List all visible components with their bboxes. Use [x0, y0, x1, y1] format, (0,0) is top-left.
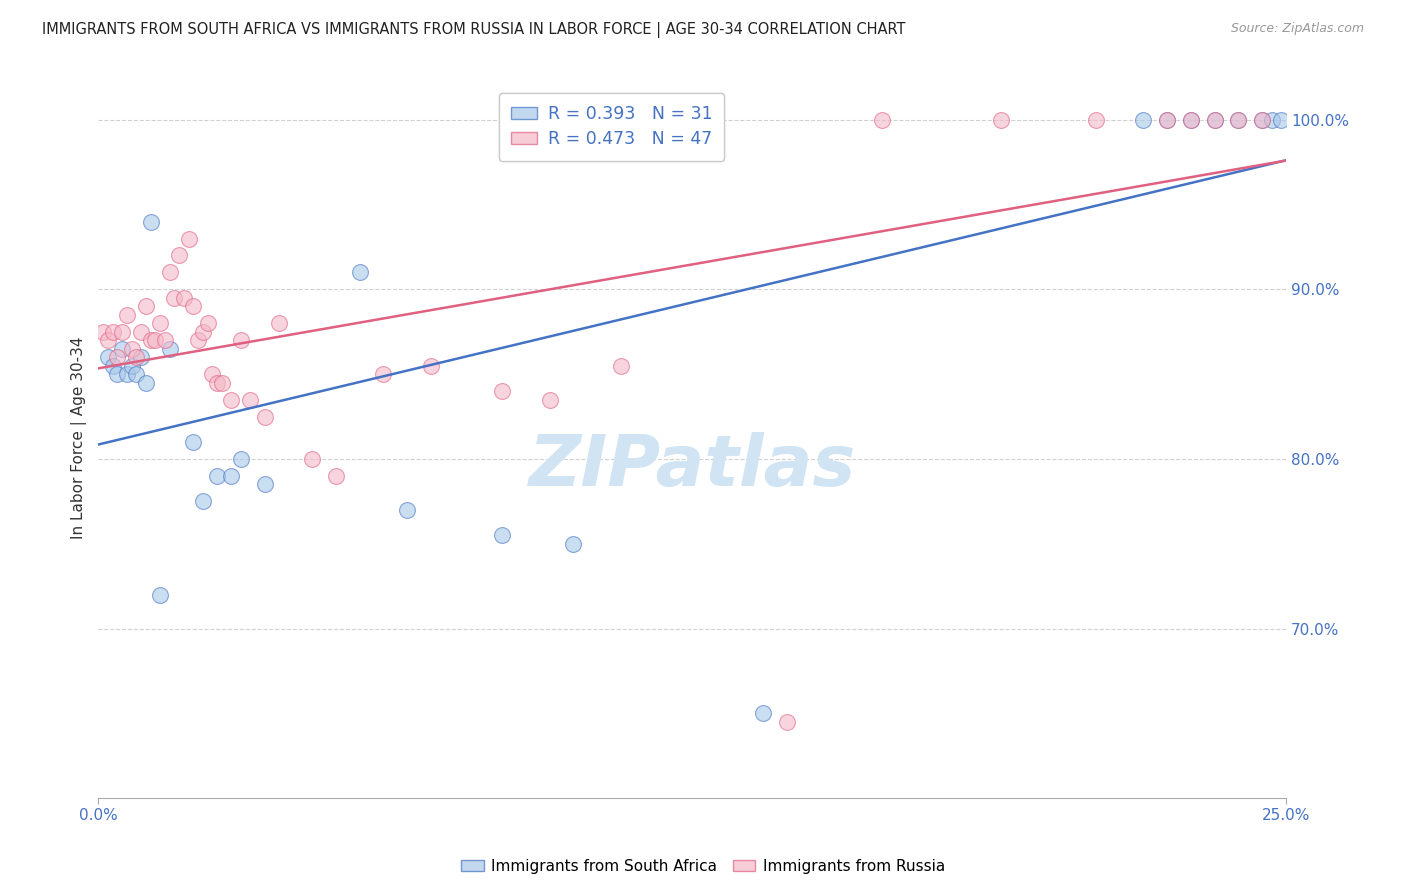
- Point: [183, 435, 205, 450]
- Point: [253, 409, 276, 424]
- Point: [183, 299, 205, 313]
- Point: [111, 325, 134, 339]
- Point: [1204, 112, 1226, 127]
- Point: [1132, 112, 1154, 127]
- Point: [111, 342, 134, 356]
- Text: ZIPatlas: ZIPatlas: [529, 432, 856, 501]
- Legend: R = 0.393   N = 31, R = 0.473   N = 47: R = 0.393 N = 31, R = 0.473 N = 47: [499, 94, 724, 161]
- Point: [135, 376, 157, 390]
- Point: [191, 325, 214, 339]
- Point: [129, 325, 152, 339]
- Point: [153, 333, 176, 347]
- Point: [149, 588, 172, 602]
- Point: [97, 333, 120, 347]
- Point: [115, 367, 138, 381]
- Point: [163, 291, 186, 305]
- Point: [1270, 112, 1292, 127]
- Point: [197, 316, 219, 330]
- Point: [562, 537, 585, 551]
- Point: [349, 265, 371, 279]
- Point: [538, 392, 561, 407]
- Point: [91, 325, 114, 339]
- Point: [325, 469, 347, 483]
- Point: [1251, 112, 1274, 127]
- Point: [1251, 112, 1274, 127]
- Point: [115, 308, 138, 322]
- Point: [105, 367, 128, 381]
- Point: [221, 469, 243, 483]
- Point: [143, 333, 166, 347]
- Point: [105, 350, 128, 364]
- Point: [229, 452, 252, 467]
- Point: [221, 392, 243, 407]
- Point: [1260, 112, 1282, 127]
- Point: [1227, 112, 1250, 127]
- Point: [173, 291, 195, 305]
- Point: [139, 333, 162, 347]
- Point: [229, 333, 252, 347]
- Point: [101, 325, 124, 339]
- Point: [610, 359, 633, 373]
- Point: [167, 248, 190, 262]
- Point: [201, 367, 224, 381]
- Point: [990, 112, 1012, 127]
- Point: [101, 359, 124, 373]
- Point: [1156, 112, 1178, 127]
- Point: [149, 316, 172, 330]
- Text: IMMIGRANTS FROM SOUTH AFRICA VS IMMIGRANTS FROM RUSSIA IN LABOR FORCE | AGE 30-3: IMMIGRANTS FROM SOUTH AFRICA VS IMMIGRAN…: [42, 22, 905, 38]
- Point: [121, 359, 143, 373]
- Point: [267, 316, 290, 330]
- Point: [139, 214, 162, 228]
- Point: [129, 350, 152, 364]
- Point: [1204, 112, 1226, 127]
- Point: [211, 376, 233, 390]
- Point: [1227, 112, 1250, 127]
- Point: [301, 452, 323, 467]
- Point: [1180, 112, 1202, 127]
- Point: [159, 342, 181, 356]
- Point: [752, 706, 775, 721]
- Point: [125, 367, 148, 381]
- Point: [191, 494, 214, 508]
- Point: [253, 477, 276, 491]
- Point: [125, 350, 148, 364]
- Point: [396, 503, 419, 517]
- Point: [1084, 112, 1107, 127]
- Point: [419, 359, 441, 373]
- Point: [1156, 112, 1178, 127]
- Point: [373, 367, 395, 381]
- Point: [135, 299, 157, 313]
- Point: [239, 392, 262, 407]
- Point: [205, 469, 228, 483]
- Point: [1180, 112, 1202, 127]
- Point: [187, 333, 209, 347]
- Point: [121, 342, 143, 356]
- Point: [97, 350, 120, 364]
- Text: Source: ZipAtlas.com: Source: ZipAtlas.com: [1230, 22, 1364, 36]
- Point: [491, 384, 513, 398]
- Y-axis label: In Labor Force | Age 30-34: In Labor Force | Age 30-34: [72, 336, 87, 539]
- Point: [159, 265, 181, 279]
- Point: [870, 112, 893, 127]
- Point: [491, 528, 513, 542]
- Point: [177, 231, 200, 245]
- Point: [776, 714, 799, 729]
- Point: [205, 376, 228, 390]
- Legend: Immigrants from South Africa, Immigrants from Russia: Immigrants from South Africa, Immigrants…: [454, 853, 952, 880]
